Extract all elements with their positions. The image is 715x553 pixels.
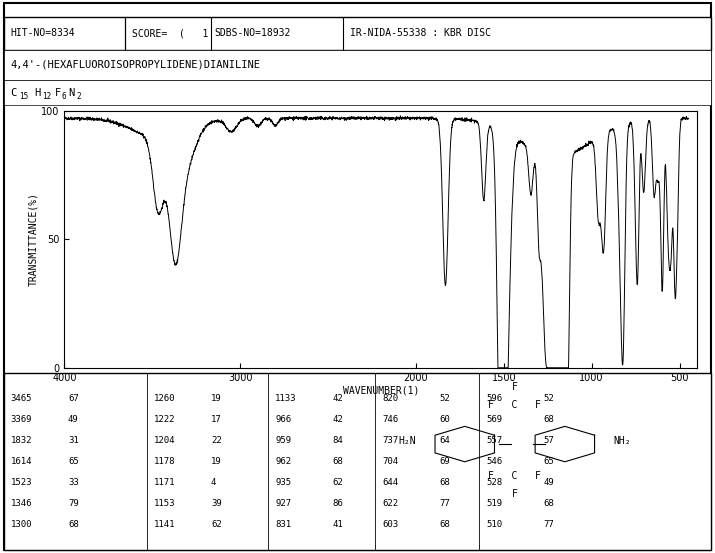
Text: SCORE=  (   1: SCORE= ( 1	[132, 28, 209, 38]
Text: 19: 19	[211, 394, 222, 403]
Text: 737: 737	[383, 436, 399, 445]
Text: 15: 15	[19, 92, 29, 101]
Text: 1141: 1141	[154, 520, 175, 529]
Text: 39: 39	[211, 499, 222, 508]
Text: H: H	[34, 87, 41, 98]
Text: 3465: 3465	[11, 394, 32, 403]
Text: 1222: 1222	[154, 415, 175, 424]
Text: 959: 959	[275, 436, 292, 445]
Text: 557: 557	[486, 436, 503, 445]
Text: 831: 831	[275, 520, 292, 529]
Text: 68: 68	[543, 415, 554, 424]
Text: 60: 60	[440, 415, 450, 424]
Text: 2: 2	[77, 92, 81, 101]
Text: 68: 68	[440, 520, 450, 529]
Bar	[4, 80, 711, 105]
Text: 42: 42	[332, 394, 343, 403]
Text: 3369: 3369	[11, 415, 32, 424]
Text: NH₂: NH₂	[613, 436, 631, 446]
Text: 68: 68	[440, 478, 450, 487]
Text: 519: 519	[486, 499, 503, 508]
Text: 6: 6	[61, 92, 66, 101]
Text: 1614: 1614	[11, 457, 32, 466]
Text: 62: 62	[332, 478, 343, 487]
Text: 528: 528	[486, 478, 503, 487]
Text: 935: 935	[275, 478, 292, 487]
Bar	[4, 50, 711, 80]
Text: 1300: 1300	[11, 520, 32, 529]
Text: 69: 69	[440, 457, 450, 466]
Text: 86: 86	[332, 499, 343, 508]
Text: 1346: 1346	[11, 499, 32, 508]
Text: F: F	[512, 489, 518, 499]
Text: 1523: 1523	[11, 478, 32, 487]
Text: 77: 77	[440, 499, 450, 508]
Text: HIT-NO=8334: HIT-NO=8334	[11, 28, 75, 38]
Text: 596: 596	[486, 394, 503, 403]
Text: 4: 4	[211, 478, 217, 487]
Text: 65: 65	[543, 457, 554, 466]
Text: 569: 569	[486, 415, 503, 424]
Text: 962: 962	[275, 457, 292, 466]
Text: 1171: 1171	[154, 478, 175, 487]
Text: 79: 79	[68, 499, 79, 508]
Text: 67: 67	[68, 394, 79, 403]
Text: C: C	[11, 87, 17, 98]
Text: 42: 42	[332, 415, 343, 424]
Text: 49: 49	[543, 478, 554, 487]
Text: 68: 68	[68, 520, 79, 529]
Text: H₂N: H₂N	[399, 436, 416, 446]
Text: 1178: 1178	[154, 457, 175, 466]
Text: 704: 704	[383, 457, 399, 466]
Text: SDBS-NO=18932: SDBS-NO=18932	[214, 28, 291, 38]
Text: 31: 31	[68, 436, 79, 445]
Text: 49: 49	[68, 415, 79, 424]
Text: 644: 644	[383, 478, 399, 487]
Text: 622: 622	[383, 499, 399, 508]
Text: 4,4'-(HEXAFLUOROISOPROPYLIDENE)DIANILINE: 4,4'-(HEXAFLUOROISOPROPYLIDENE)DIANILINE	[11, 60, 261, 70]
Text: 57: 57	[543, 436, 554, 445]
Text: 33: 33	[68, 478, 79, 487]
Text: 1260: 1260	[154, 394, 175, 403]
Text: 65: 65	[68, 457, 79, 466]
Bar	[4, 373, 711, 550]
Text: IR-NIDA-55338 : KBR DISC: IR-NIDA-55338 : KBR DISC	[350, 28, 491, 38]
Text: 62: 62	[211, 520, 222, 529]
Text: 22: 22	[211, 436, 222, 445]
Text: N: N	[69, 87, 75, 98]
Text: 19: 19	[211, 457, 222, 466]
Y-axis label: TRANSMITTANCE(%): TRANSMITTANCE(%)	[29, 192, 39, 286]
Text: 510: 510	[486, 520, 503, 529]
Text: 927: 927	[275, 499, 292, 508]
Text: 966: 966	[275, 415, 292, 424]
Bar	[4, 17, 711, 50]
Text: 1133: 1133	[275, 394, 297, 403]
Text: 546: 546	[486, 457, 503, 466]
Text: 820: 820	[383, 394, 399, 403]
Text: 52: 52	[440, 394, 450, 403]
Text: F   C   F: F C F	[488, 471, 541, 481]
Text: 603: 603	[383, 520, 399, 529]
Text: 1832: 1832	[11, 436, 32, 445]
Text: 64: 64	[440, 436, 450, 445]
Text: 84: 84	[332, 436, 343, 445]
Text: 68: 68	[332, 457, 343, 466]
Text: 746: 746	[383, 415, 399, 424]
Text: F: F	[55, 87, 61, 98]
Text: 1153: 1153	[154, 499, 175, 508]
Text: 52: 52	[543, 394, 554, 403]
Text: 41: 41	[332, 520, 343, 529]
Text: F: F	[512, 383, 518, 393]
Text: 1204: 1204	[154, 436, 175, 445]
Text: 12: 12	[42, 92, 51, 101]
Text: 68: 68	[543, 499, 554, 508]
Text: 77: 77	[543, 520, 554, 529]
X-axis label: WAVENUMBER(1): WAVENUMBER(1)	[342, 385, 419, 395]
Text: 17: 17	[211, 415, 222, 424]
Text: F   C   F: F C F	[488, 400, 541, 410]
